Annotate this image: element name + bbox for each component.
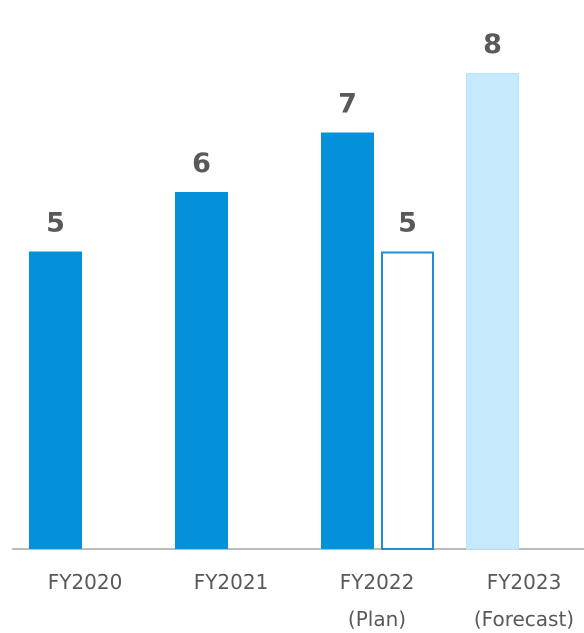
bar-0 (29, 251, 82, 549)
value-labels-group: 5 6 7 5 8 (46, 29, 502, 239)
value-label-4: 8 (483, 29, 502, 60)
value-label-0: 5 (46, 208, 65, 239)
category-label-3-line-0: FY2023 (487, 570, 562, 594)
bars-group (29, 73, 519, 550)
value-label-1: 6 (192, 148, 211, 179)
category-labels-group: FY2020 FY2021 FY2022 (Plan) FY2023 (Forecast) (48, 570, 574, 631)
category-label-2-line-0: FY2022 (340, 570, 415, 594)
category-label-1-line-0: FY2021 (194, 570, 269, 594)
bar-4 (466, 73, 519, 550)
bar-1 (175, 192, 228, 549)
category-label-2-line-1: (Plan) (348, 607, 406, 631)
value-label-3: 5 (398, 208, 417, 239)
category-label-3-line-1: (Forecast) (474, 607, 574, 631)
bar-3 (381, 251, 434, 550)
bar-2 (321, 132, 374, 549)
category-label-0-line-0: FY2020 (48, 570, 123, 594)
value-label-2: 7 (338, 89, 357, 120)
